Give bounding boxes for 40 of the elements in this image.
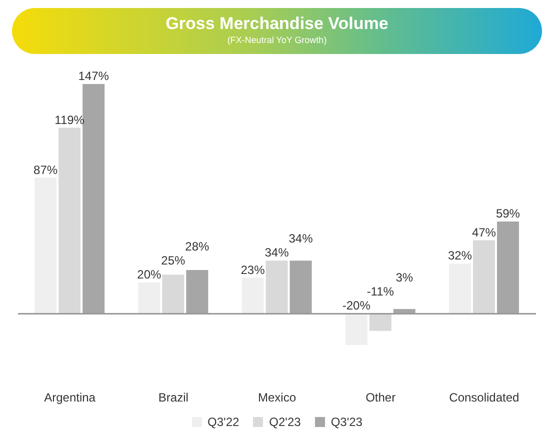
bar — [138, 282, 160, 314]
bar — [242, 278, 264, 314]
data-label: 20% — [137, 267, 162, 282]
bar — [162, 274, 184, 314]
legend-label: Q2'23 — [268, 415, 301, 429]
bar — [369, 314, 392, 331]
data-label: 3% — [396, 270, 414, 285]
bar — [58, 128, 81, 314]
bar — [82, 84, 105, 314]
bar — [472, 240, 495, 314]
bar — [290, 260, 312, 314]
legend-label: Q3'22 — [206, 415, 240, 429]
bar — [34, 178, 57, 314]
x-tick-label: Brazil — [158, 390, 188, 405]
bar — [345, 314, 368, 345]
data-label: -11% — [366, 284, 394, 299]
data-label: 59% — [496, 206, 520, 221]
data-label: 25% — [161, 253, 186, 268]
data-label: 147% — [78, 69, 110, 83]
data-label: 47% — [472, 225, 496, 240]
data-label: 32% — [448, 248, 472, 263]
bar — [448, 264, 471, 314]
data-label: 23% — [240, 262, 266, 277]
legend-label: Q3'23 — [330, 415, 362, 429]
data-label: 34% — [288, 232, 314, 246]
title-banner: Gross Merchandise Volume (FX-Neutral YoY Growth) — [12, 8, 542, 54]
chart-title: Gross Merchandise Volume — [164, 13, 390, 34]
x-tick-label: Other — [366, 390, 396, 405]
chart-subtitle: (FX-Neutral YoY Growth) — [226, 35, 328, 45]
data-label: 34% — [264, 246, 290, 260]
bar — [496, 222, 519, 314]
x-tick-label: Argentina — [44, 390, 96, 405]
data-label: 28% — [185, 239, 210, 254]
data-label: 87% — [34, 162, 58, 177]
data-label: 119% — [54, 112, 85, 127]
data-label: -20% — [342, 298, 371, 313]
bar — [266, 260, 288, 314]
bar — [186, 270, 208, 314]
x-tick-label: Consolidated — [449, 390, 520, 405]
x-tick-label: Mexico — [258, 390, 296, 405]
